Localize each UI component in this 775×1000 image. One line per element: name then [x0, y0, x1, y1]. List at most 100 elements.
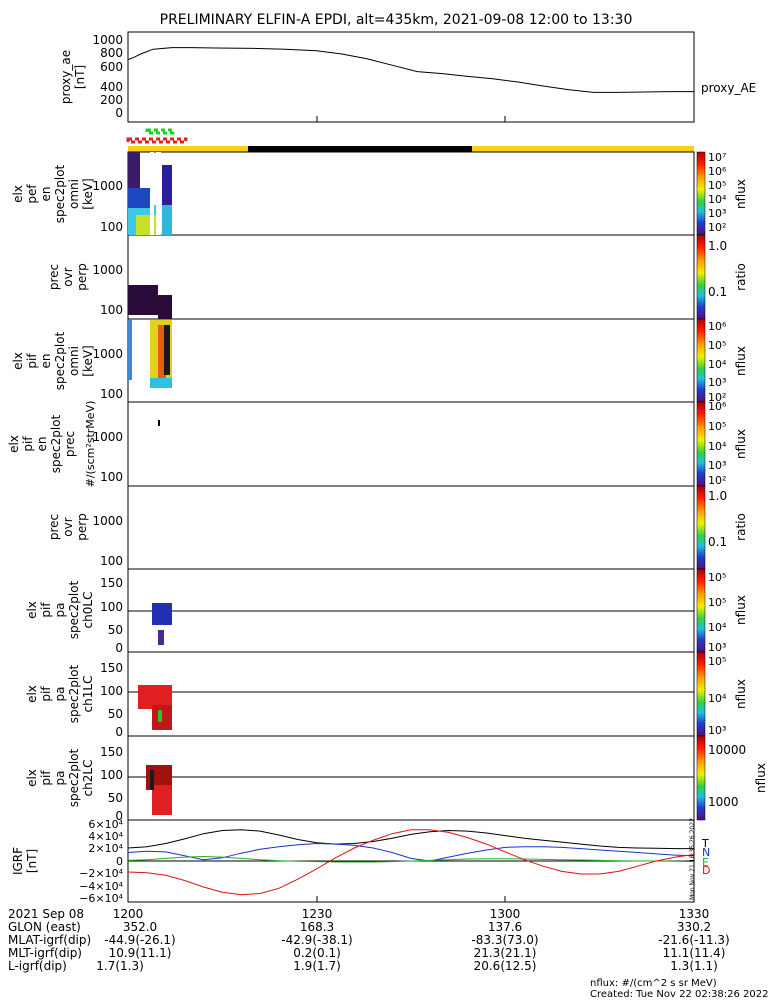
spec-blob — [128, 188, 152, 208]
eph-value: -21.6(-11.3) — [658, 933, 729, 947]
eph-label: L-igrf(dip) — [8, 959, 67, 973]
ephemeris-table: 2021 Sep 08 1200 1230 1300 1330 GLON (ea… — [8, 907, 730, 973]
spec-ylabels: elx pef en spec2plot omni [keV] prec ovr… — [7, 164, 97, 807]
ae-ytick: 200 — [100, 93, 123, 107]
spec-ytick: 100 — [100, 220, 123, 234]
eph-value: 330.2 — [677, 920, 711, 934]
spec-ylabel-word: spec2plot — [67, 664, 81, 723]
spec-ytick: 1000 — [92, 263, 123, 277]
spec-ylabel-word: ch1LC — [81, 676, 95, 713]
eph-value: 1.9(1.7) — [293, 959, 341, 973]
eph-value: 1.7(1.3) — [96, 959, 144, 973]
spec-ylabel-word: en — [35, 437, 49, 452]
cbar-tick: 0.1 — [708, 535, 727, 549]
spec-ytick: 150 — [100, 576, 123, 590]
ae-ytick: 1000 — [92, 33, 123, 47]
spec-blob — [162, 205, 172, 235]
figure-title: PRELIMINARY ELFIN-A EPDI, alt=435km, 202… — [160, 12, 633, 28]
igrf-ylabel: IGRF — [11, 847, 25, 875]
spec-ylabel-word: pif — [21, 436, 35, 452]
igrf-series-t — [127, 829, 694, 850]
proxy-ae-units: [nT] — [73, 65, 87, 89]
cbar-tick: 10³ — [708, 207, 726, 220]
eph-label: GLON (east) — [8, 920, 81, 934]
cbar-tick: 10⁶ — [708, 165, 727, 178]
spec-ylabel-word: prec — [63, 431, 77, 457]
eph-time: 1230 — [302, 907, 333, 921]
eph-value: 0.2(0.1) — [293, 946, 341, 960]
igrf-ytick: 4×10⁴ — [88, 830, 123, 843]
cbar-label: nflux — [734, 179, 748, 209]
spec-ytick: 1000 — [92, 514, 123, 528]
cbar-tick: 10⁶ — [708, 320, 727, 333]
spectrogram-data — [128, 152, 172, 815]
spec-ytick: 150 — [100, 745, 123, 759]
proxy-ae-legend: proxy_AE — [701, 81, 756, 95]
cbar-tick: 1000 — [708, 795, 739, 809]
igrf-yticks: 6×10⁴ 4×10⁴ 2×10⁴ 0 −2×10⁴ −4×10⁴ −6×10⁴ — [79, 818, 123, 905]
spec-blob — [150, 770, 154, 790]
igrf-legend-n: N — [702, 846, 710, 859]
cbar-tick: 10⁵ — [708, 339, 726, 352]
sunlight-bar — [472, 146, 694, 152]
spec-ylabel-word: elx — [11, 352, 25, 370]
spec-ylabel-word: [keV] — [81, 178, 95, 209]
igrf-side-stamp: Mon Nov 21 18:35:26 2022 — [689, 818, 696, 900]
eph-value: 1.3(1.1) — [670, 959, 718, 973]
eph-label: 2021 Sep 08 — [8, 907, 84, 921]
igrf-units: [nT] — [25, 849, 39, 873]
igrf-ytick: −6×10⁴ — [79, 892, 123, 905]
colorbar — [696, 485, 706, 570]
spec-ylabel-word: prec — [47, 264, 61, 290]
colorbar — [696, 318, 706, 403]
spec-ylabel-word: pef — [25, 184, 39, 204]
spec-ylabel-word: pif — [39, 686, 53, 702]
spec-blob — [150, 152, 154, 235]
colorbar — [696, 735, 706, 821]
spec-ylabel-word: pa — [53, 603, 67, 618]
cbar-tick: 10³ — [708, 724, 726, 737]
igrf-ytick: 2×10⁴ — [88, 842, 123, 855]
spec-ytick: 1000 — [92, 347, 123, 361]
cbar-tick: 0.1 — [708, 285, 727, 299]
ae-ytick: 600 — [100, 60, 123, 74]
spec-ytick: 1000 — [92, 179, 123, 193]
eph-value: 11.1(11.4) — [663, 946, 726, 960]
eph-value: -83.3(73.0) — [471, 933, 538, 947]
spec-ylabel-word: elx — [25, 601, 39, 619]
cbar-tick: 10³ — [708, 641, 726, 654]
eph-value: 21.3(21.1) — [474, 946, 537, 960]
eph-label: MLAT-igrf(dip) — [8, 933, 91, 947]
spec-ylabel-word: prec — [47, 514, 61, 540]
proxy-ae-panel: 1000 800 600 400 200 0 proxy_ae [nT] pro… — [59, 31, 756, 123]
spec-blob — [158, 710, 162, 722]
igrf-ytick: 6×10⁴ — [88, 818, 123, 831]
cbar-tick: 10³ — [708, 376, 726, 389]
cbar-label: nflux — [734, 679, 748, 709]
cbar-label: ratio — [734, 263, 748, 291]
eph-value: -42.9(-38.1) — [281, 933, 352, 947]
spec-blob — [158, 420, 160, 426]
proxy-ae-ylabel: proxy_ae — [59, 50, 73, 104]
cbar-tick: 10⁴ — [708, 358, 727, 371]
sunlight-bar — [128, 146, 248, 152]
spec-blob — [156, 152, 161, 235]
spec-ylabel-word: elx — [25, 769, 39, 787]
cbar-tick: 10⁵ — [708, 596, 726, 609]
spec-ylabel-word: elx — [11, 185, 25, 203]
cbar-tick: 10⁶ — [708, 400, 727, 413]
spec-ytick: 1000 — [92, 430, 123, 444]
igrf-ytick: −4×10⁴ — [79, 880, 123, 893]
eph-label: MLT-igrf(dip) — [8, 946, 82, 960]
spec-ylabel-word: elx — [7, 435, 21, 453]
cbar-label: nflux — [734, 429, 748, 459]
cbar-tick: 10⁷ — [708, 151, 726, 164]
cbar-tick: 10² — [708, 474, 726, 487]
spec-ytick: 100 — [100, 554, 123, 568]
cbar-tick: 10⁴ — [708, 440, 727, 453]
spec-ylabel-word: ovr — [61, 517, 75, 536]
spec-blob — [158, 325, 166, 380]
eclipse-bar — [248, 146, 472, 152]
ae-ytick: 400 — [100, 80, 123, 94]
spec-ylabel-word: omni — [67, 346, 81, 376]
